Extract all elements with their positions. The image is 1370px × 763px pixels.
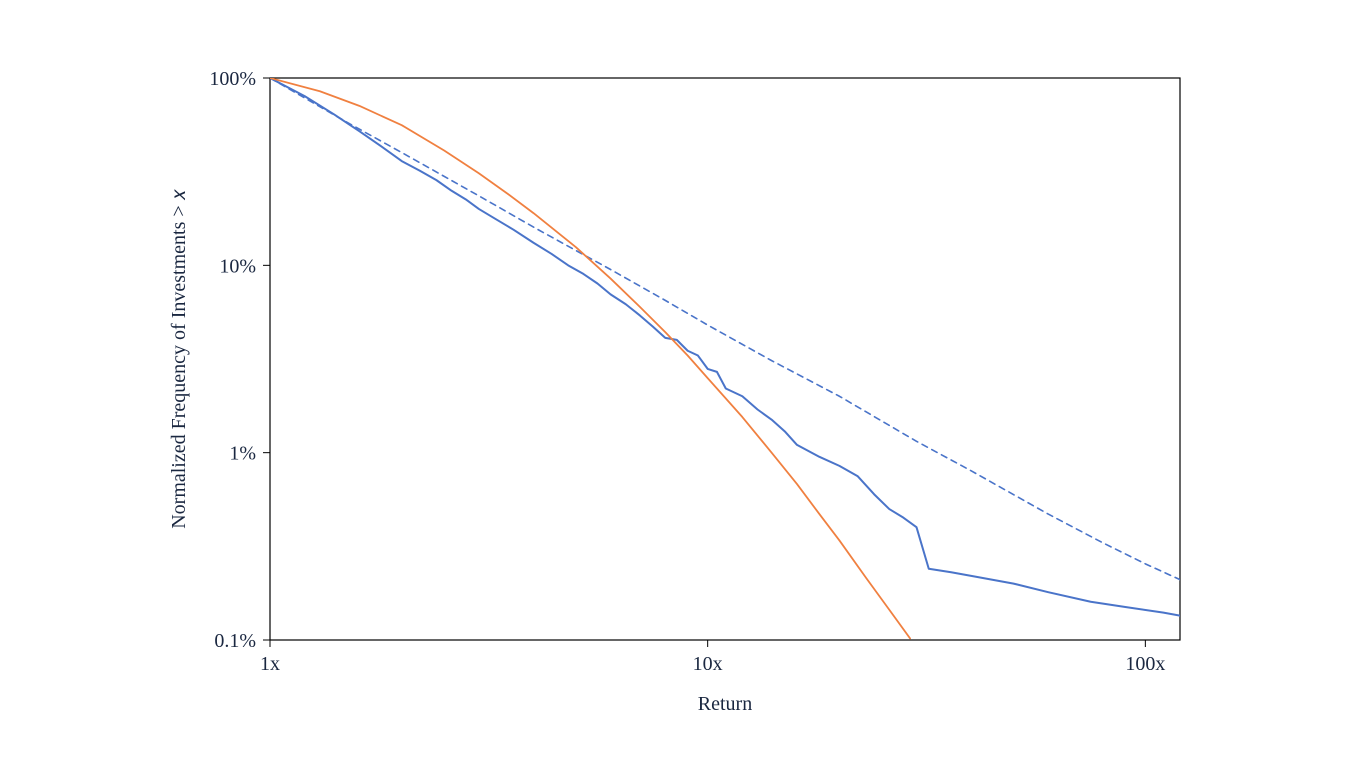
ccdf-chart: 100% 10% 1% 0.1%1x 10x 100x Return Normalized F… <box>0 0 1370 763</box>
y-tick-label: 1% <box>229 443 256 465</box>
y-tick-label: 0.1% <box>214 630 256 652</box>
y-tick-label: 100% <box>209 68 256 90</box>
y-tick-label: 10% <box>219 255 256 277</box>
x-tick-label: 1x <box>260 653 280 675</box>
x-axis-label: Return <box>698 693 752 715</box>
chart-container: 100% 10% 1% 0.1%1x 10x 100x Return Normalized F… <box>0 0 1370 763</box>
x-tick-label: 100x <box>1125 653 1165 675</box>
x-tick-label: 10x <box>693 653 723 675</box>
y-axis-label: Normalized Frequency of Investments > 𝑥 <box>168 188 190 528</box>
